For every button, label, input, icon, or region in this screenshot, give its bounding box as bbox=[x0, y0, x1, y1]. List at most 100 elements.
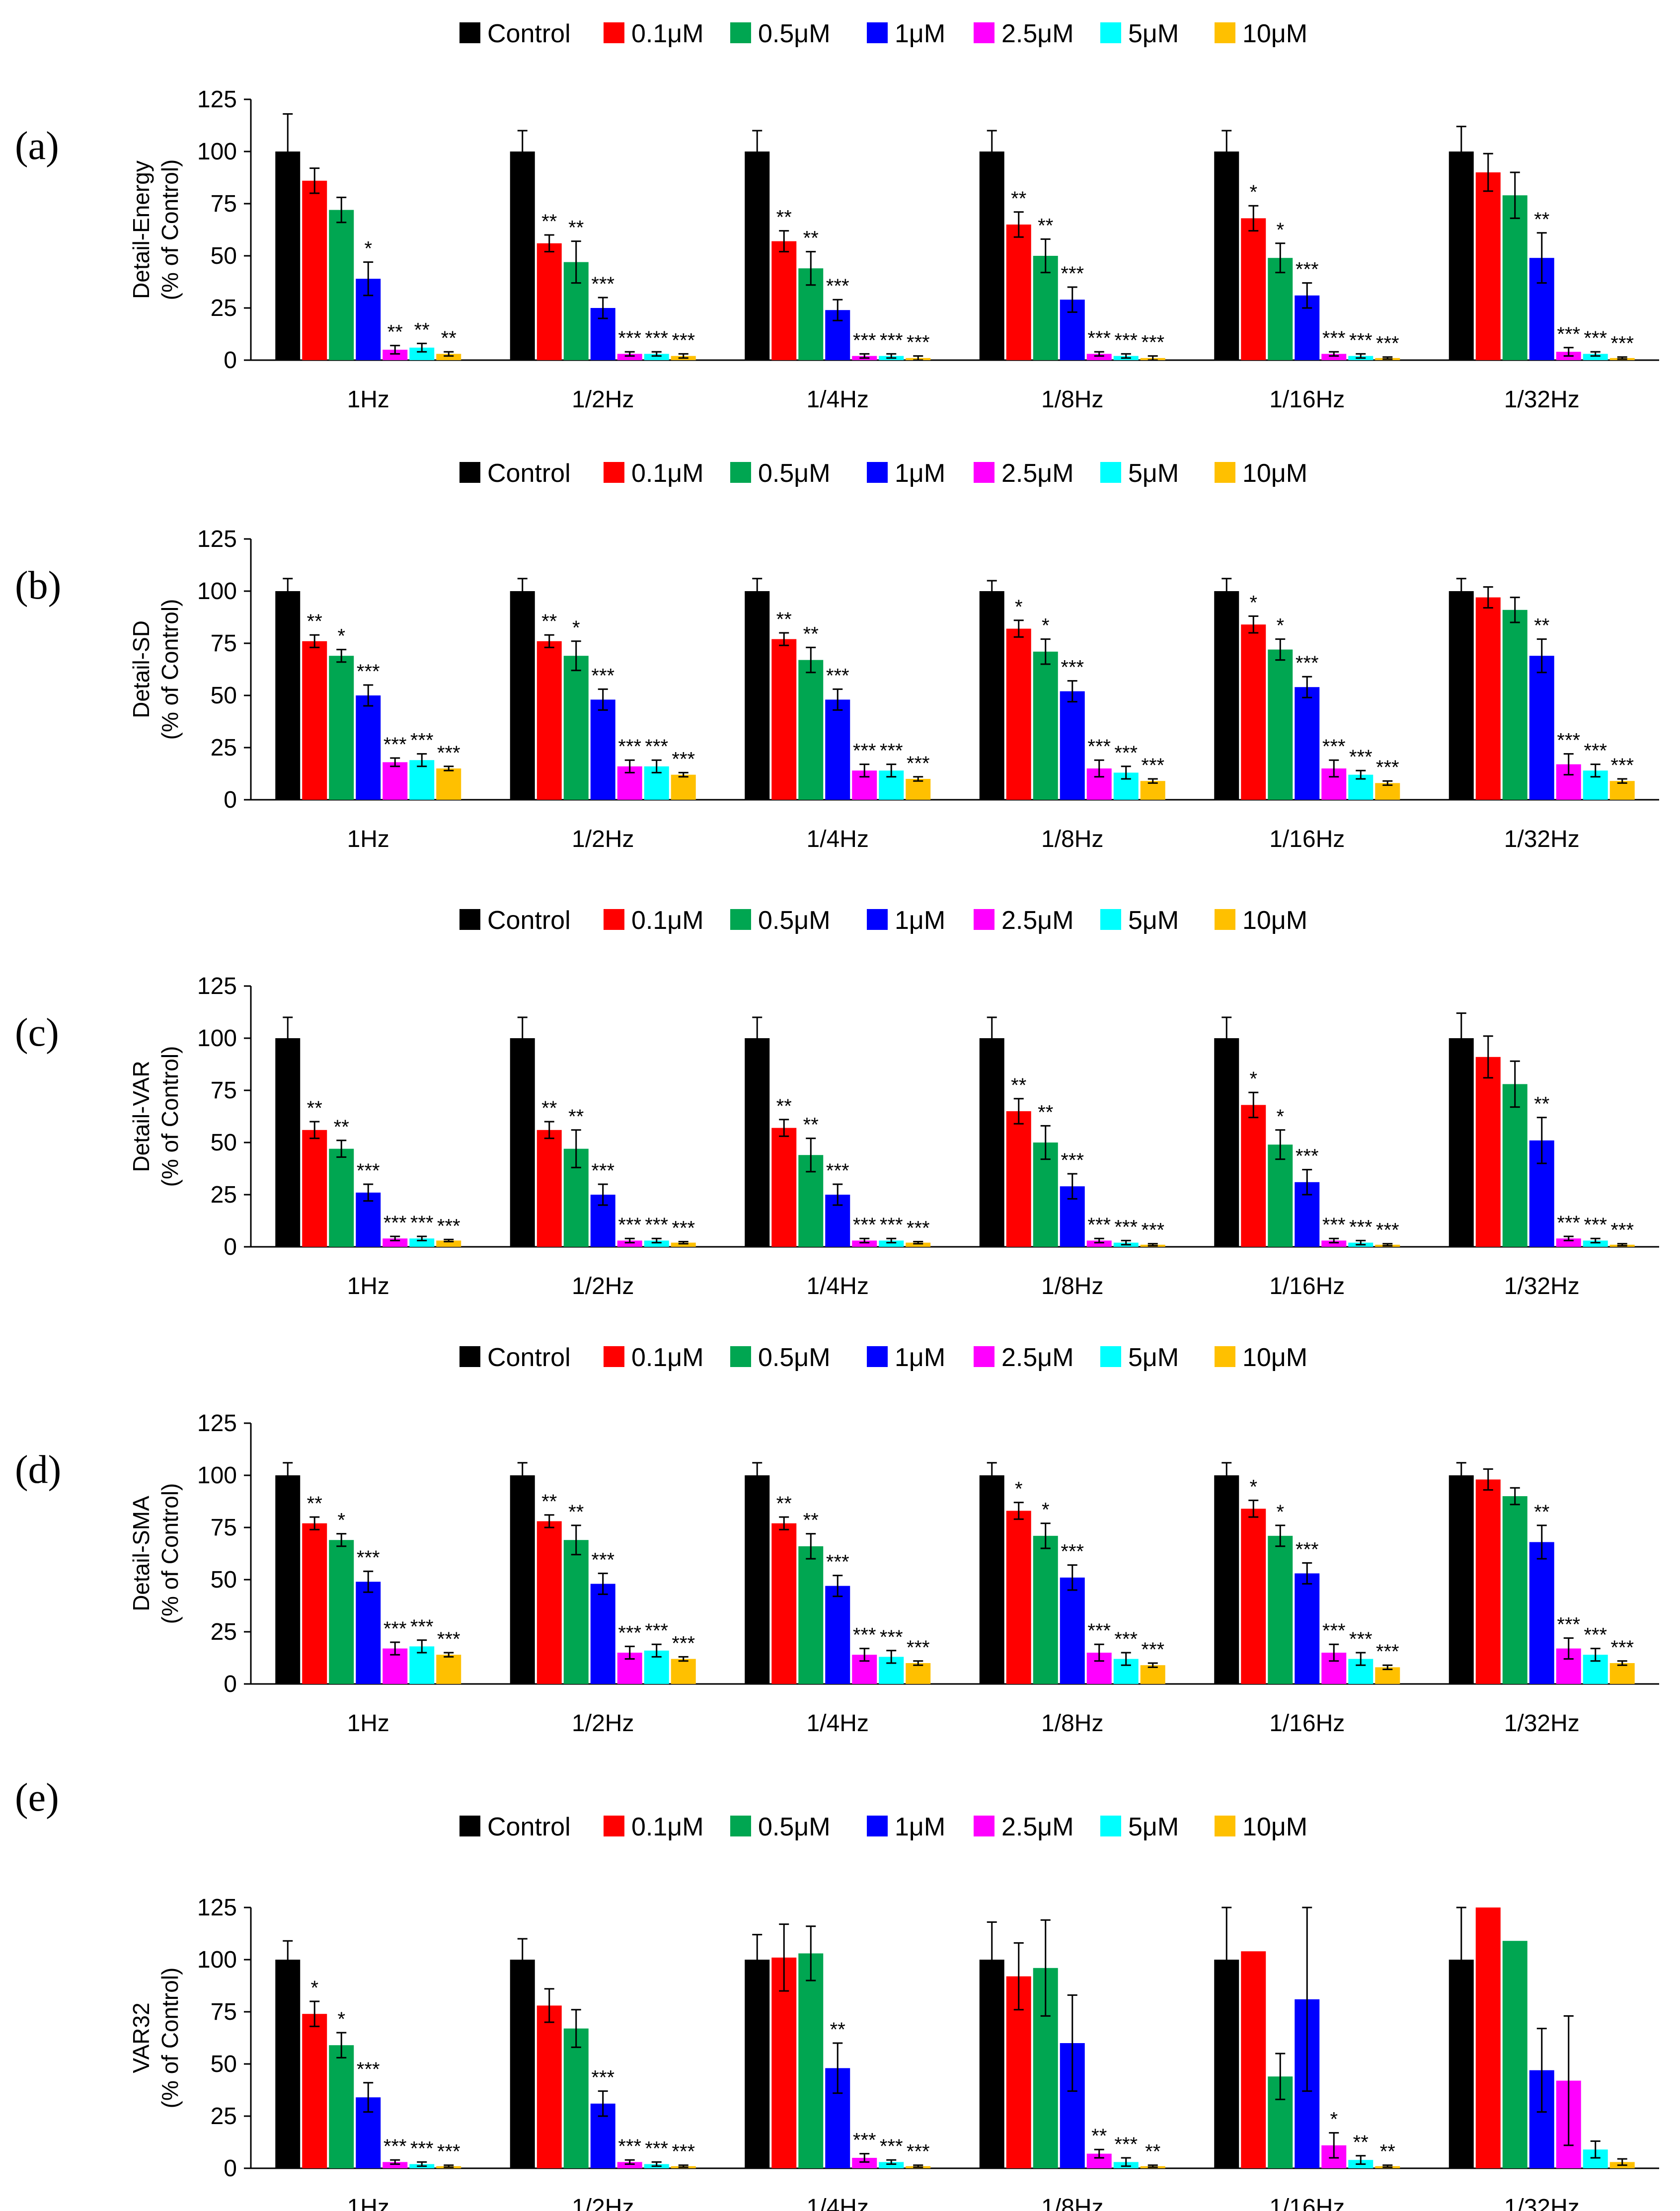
bar bbox=[979, 152, 1004, 360]
significance-label: *** bbox=[383, 734, 407, 756]
y-tick-label: 25 bbox=[211, 2103, 237, 2130]
x-category-label: 1/8Hz bbox=[1041, 386, 1103, 413]
bar bbox=[1241, 1951, 1266, 2168]
bar bbox=[617, 2162, 642, 2168]
significance-label: ** bbox=[1534, 615, 1549, 637]
significance-label: *** bbox=[1061, 1541, 1084, 1563]
significance-label: *** bbox=[1584, 740, 1607, 762]
significance-label: * bbox=[364, 238, 372, 260]
significance-label: ** bbox=[541, 1097, 557, 1119]
significance-label: ** bbox=[776, 1493, 792, 1515]
y-tick-label: 75 bbox=[211, 191, 237, 217]
y-axis-title: VAR32 bbox=[128, 2002, 154, 2073]
significance-label: *** bbox=[591, 1549, 614, 1571]
bar bbox=[1060, 691, 1085, 800]
bar bbox=[1475, 1057, 1501, 1247]
legend-item: Control bbox=[459, 1813, 571, 1841]
y-tick-label: 25 bbox=[211, 735, 237, 761]
x-category-label: 1/2Hz bbox=[572, 1710, 634, 1737]
bar bbox=[302, 641, 327, 800]
y-axis-label: Detail-SMA (% of Control) bbox=[128, 1483, 183, 1624]
legend-swatch bbox=[1100, 462, 1121, 483]
bar-group: **************** bbox=[275, 1016, 461, 1247]
significance-label: *** bbox=[591, 273, 614, 295]
significance-label: ** bbox=[830, 2019, 845, 2041]
legend-item: 2.5μM bbox=[974, 1343, 1074, 1372]
legend-label: 2.5μM bbox=[1001, 1343, 1074, 1372]
bar bbox=[1140, 781, 1165, 800]
legend-label: Control bbox=[487, 1813, 571, 1841]
significance-label: *** bbox=[437, 1215, 460, 1237]
significance-label: ** bbox=[803, 1114, 819, 1136]
legend-item: 0.5μM bbox=[730, 459, 831, 488]
legend-swatch bbox=[730, 462, 751, 483]
legend-label: 0.1μM bbox=[631, 906, 704, 935]
bar bbox=[510, 1475, 535, 1684]
y-tick-label: 125 bbox=[197, 973, 237, 999]
panel-label: (c) bbox=[15, 1011, 59, 1055]
significance-label: *** bbox=[1349, 1628, 1373, 1650]
legend-item: 5μM bbox=[1100, 1343, 1179, 1372]
panel-label: (e) bbox=[15, 1776, 59, 1820]
significance-label: *** bbox=[1322, 1214, 1346, 1236]
bar bbox=[617, 354, 642, 360]
legend-label: Control bbox=[487, 459, 571, 488]
legend-label: 10μM bbox=[1242, 1343, 1307, 1372]
bar bbox=[563, 2028, 589, 2168]
bar-group: ************** bbox=[275, 1940, 461, 2168]
legend-label: 10μM bbox=[1242, 906, 1307, 935]
significance-label: ** bbox=[568, 1501, 584, 1523]
x-category-label: 1/16Hz bbox=[1269, 1273, 1345, 1299]
legend-swatch bbox=[974, 22, 994, 43]
x-category-label: 1/8Hz bbox=[1041, 1273, 1103, 1299]
bar bbox=[825, 1586, 850, 1684]
bar bbox=[356, 695, 381, 800]
y-tick-label: 125 bbox=[197, 86, 237, 113]
significance-label: *** bbox=[437, 1628, 460, 1650]
bar bbox=[329, 210, 354, 360]
bar bbox=[771, 241, 797, 360]
bar bbox=[563, 1540, 589, 1684]
bar-group: ****** *** *** bbox=[510, 1938, 696, 2168]
significance-label: *** bbox=[1349, 746, 1373, 768]
y-tick-label: 25 bbox=[211, 1619, 237, 1645]
significance-label: *** bbox=[383, 1618, 407, 1640]
legend-swatch bbox=[459, 1816, 480, 1836]
significance-label: *** bbox=[410, 1616, 434, 1638]
significance-label: * bbox=[1042, 615, 1050, 637]
bar bbox=[1502, 610, 1527, 800]
bar-group: *************** bbox=[275, 1462, 461, 1684]
bar bbox=[798, 1953, 824, 2168]
bar bbox=[979, 1475, 1004, 1684]
legend-label: Control bbox=[487, 19, 571, 48]
bar bbox=[1214, 1038, 1239, 1247]
significance-label: *** bbox=[853, 329, 876, 351]
significance-label: *** bbox=[672, 329, 695, 351]
bar bbox=[1475, 1907, 1501, 2168]
significance-label: *** bbox=[645, 736, 668, 758]
significance-label: *** bbox=[880, 1214, 903, 1236]
legend-swatch bbox=[1215, 1816, 1235, 1836]
significance-label: ** bbox=[441, 327, 457, 349]
bar bbox=[436, 1240, 461, 1247]
significance-label: *** bbox=[437, 742, 460, 764]
y-tick-label: 50 bbox=[211, 2051, 237, 2077]
bar bbox=[771, 1957, 797, 2168]
significance-label: *** bbox=[1376, 1641, 1399, 1663]
bar-group: *********** bbox=[745, 1923, 931, 2168]
bar bbox=[1241, 1509, 1266, 1684]
significance-label: *** bbox=[645, 1620, 668, 1642]
legend-swatch bbox=[459, 22, 480, 43]
significance-label: ** bbox=[307, 1493, 322, 1515]
bar bbox=[1033, 1535, 1058, 1684]
y-axis-label: Detail-SD (% of Control) bbox=[128, 599, 183, 740]
bar bbox=[510, 152, 535, 360]
bar bbox=[436, 1655, 461, 1684]
bar bbox=[617, 1240, 642, 1247]
significance-label: *** bbox=[672, 1632, 695, 1654]
legend-item: 5μM bbox=[1100, 906, 1179, 935]
legend-item: 5μM bbox=[1100, 19, 1179, 48]
y-axis-unit: (% of Control) bbox=[157, 1483, 183, 1624]
legend-label: 0.1μM bbox=[631, 459, 704, 488]
legend-item: 5μM bbox=[1100, 1813, 1179, 1841]
